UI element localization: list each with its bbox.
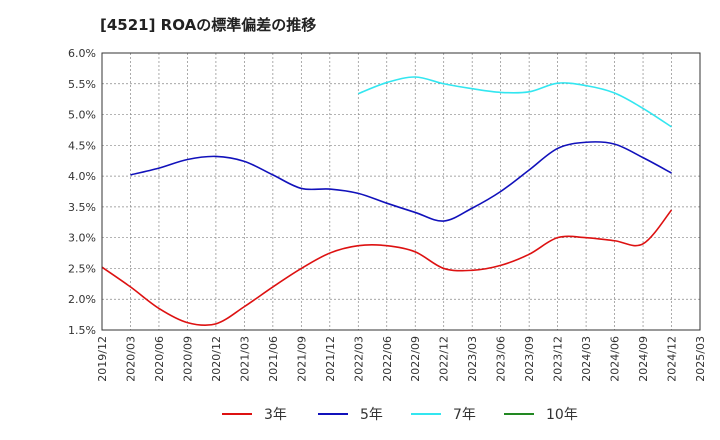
legend-label-2: 7年 bbox=[453, 407, 476, 423]
x-tick-label: 2020/09 bbox=[181, 336, 194, 382]
y-tick-label: 4.5% bbox=[68, 139, 96, 152]
x-tick-label: 2024/12 bbox=[666, 336, 679, 382]
x-axis-ticks: 2019/12 2020/03 2020/06 2020/09 2020/12 2021/… bbox=[96, 336, 707, 382]
y-tick-label: 2.0% bbox=[68, 293, 96, 306]
x-tick-label: 2022/06 bbox=[381, 336, 394, 382]
legend-label-3: 10年 bbox=[546, 407, 578, 423]
x-tick-label: 2022/09 bbox=[409, 336, 422, 382]
x-tick-label: 2022/12 bbox=[438, 336, 451, 382]
x-tick-label: 2024/03 bbox=[580, 336, 593, 382]
y-axis-ticks: 1.5% 2.0% 2.5% 3.0% 3.5% 4.0% 4.5% 5.0% 5.5% 6.0% bbox=[68, 47, 96, 337]
grid bbox=[101, 52, 701, 331]
x-tick-label: 2023/09 bbox=[523, 336, 536, 382]
x-tick-label: 2022/03 bbox=[352, 336, 365, 382]
y-tick-label: 4.0% bbox=[68, 170, 96, 183]
x-tick-label: 2024/09 bbox=[637, 336, 650, 382]
legend: 3年 5年 7年 10年 bbox=[222, 407, 578, 423]
y-tick-label: 5.5% bbox=[68, 78, 96, 91]
chart-title: [4521] ROAの標準偏差の推移 bbox=[100, 16, 317, 34]
plot-frame bbox=[101, 52, 701, 331]
x-tick-label: 2020/06 bbox=[153, 336, 166, 382]
legend-label-0: 3年 bbox=[264, 407, 287, 423]
x-tick-label: 2023/03 bbox=[466, 336, 479, 382]
x-tick-label: 2025/03 bbox=[694, 336, 707, 382]
x-tick-label: 2019/12 bbox=[96, 336, 109, 382]
series-line-0 bbox=[101, 209, 673, 327]
y-tick-label: 2.5% bbox=[68, 262, 96, 275]
series-line-1 bbox=[130, 141, 672, 222]
x-tick-label: 2023/12 bbox=[552, 336, 565, 382]
x-tick-label: 2021/12 bbox=[324, 336, 337, 382]
y-tick-label: 3.5% bbox=[68, 201, 96, 214]
y-tick-label: 5.0% bbox=[68, 109, 96, 122]
x-tick-label: 2021/06 bbox=[267, 336, 280, 382]
x-tick-label: 2021/03 bbox=[238, 336, 251, 382]
x-tick-label: 2021/09 bbox=[295, 336, 308, 382]
series-lines bbox=[101, 76, 673, 327]
y-tick-label: 1.5% bbox=[68, 324, 96, 337]
legend-label-1: 5年 bbox=[360, 407, 383, 423]
x-tick-label: 2024/06 bbox=[609, 336, 622, 382]
y-tick-label: 6.0% bbox=[68, 47, 96, 60]
y-tick-label: 3.0% bbox=[68, 232, 96, 245]
x-tick-label: 2020/03 bbox=[124, 336, 137, 382]
x-tick-label: 2023/06 bbox=[495, 336, 508, 382]
x-tick-label: 2020/12 bbox=[210, 336, 223, 382]
series-line-2 bbox=[357, 76, 672, 128]
